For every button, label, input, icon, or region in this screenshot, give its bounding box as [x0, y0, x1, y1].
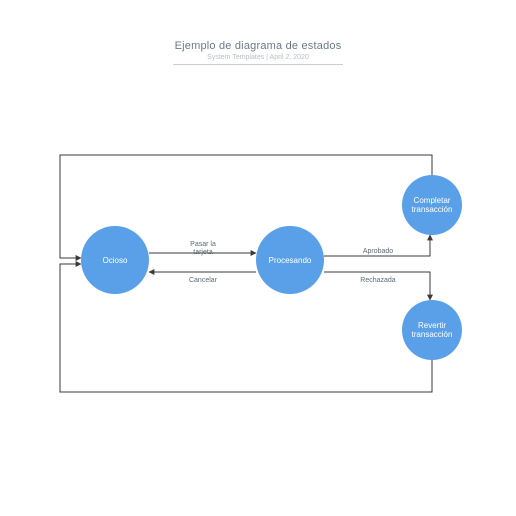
svg-text:transacción: transacción: [412, 330, 453, 339]
edge-label-aprobado: Aprobado: [363, 248, 393, 255]
node-ocioso: Ocioso: [81, 226, 149, 294]
diagram-svg: Pasar la tarjeta Cancelar Aprobado Recha…: [0, 0, 516, 516]
diagram-canvas: Ejemplo de diagrama de estados System Te…: [0, 0, 516, 516]
svg-text:Procesando: Procesando: [269, 256, 312, 265]
svg-text:Revertir: Revertir: [418, 321, 446, 330]
node-completar: Completar transacción: [402, 175, 462, 235]
svg-text:Ocioso: Ocioso: [103, 256, 128, 265]
svg-text:Completar: Completar: [414, 196, 451, 205]
node-procesando: Procesando: [256, 226, 324, 294]
node-revertir: Revertir transacción: [402, 300, 462, 360]
edge-label-cancelar: Cancelar: [189, 277, 218, 284]
svg-text:transacción: transacción: [412, 205, 453, 214]
edge-label-rechazada: Rechazada: [360, 277, 396, 284]
edge-label-pasar-1: Pasar la: [190, 241, 216, 248]
edge-label-pasar-2: tarjeta: [193, 249, 213, 256]
